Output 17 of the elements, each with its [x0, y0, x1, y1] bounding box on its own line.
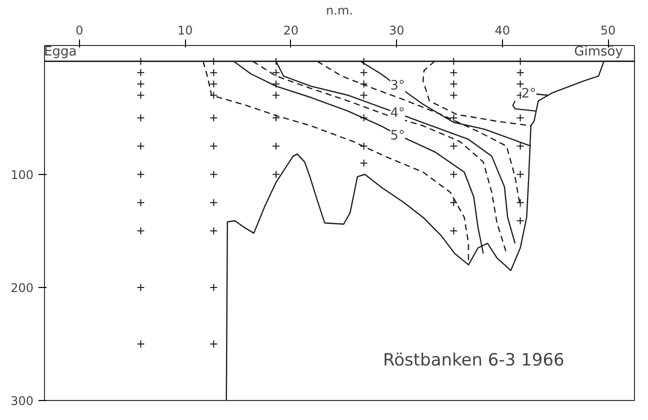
x-tick-label: 10: [177, 24, 193, 38]
annotation: 2°: [521, 86, 536, 102]
x-tick-label: 50: [600, 24, 616, 38]
annotation: Egga: [44, 44, 77, 60]
x-tick-label: 30: [388, 24, 404, 38]
y-tick-label: 300: [10, 394, 34, 408]
annotation: 5°: [390, 128, 406, 144]
annotation: 3°: [390, 78, 406, 94]
x-axis-title: n.m.: [326, 4, 353, 18]
x-tick-label: 40: [494, 24, 510, 38]
x-tick-label: 0: [76, 24, 84, 38]
annotation: Röstbanken 6-3 1966: [383, 350, 564, 370]
y-tick-label: 200: [10, 280, 34, 295]
x-tick-label: 20: [283, 24, 299, 38]
annotation: Gimsöy: [574, 44, 624, 60]
y-tick-label: 100: [10, 168, 34, 182]
annotation: 4°: [390, 106, 406, 121]
